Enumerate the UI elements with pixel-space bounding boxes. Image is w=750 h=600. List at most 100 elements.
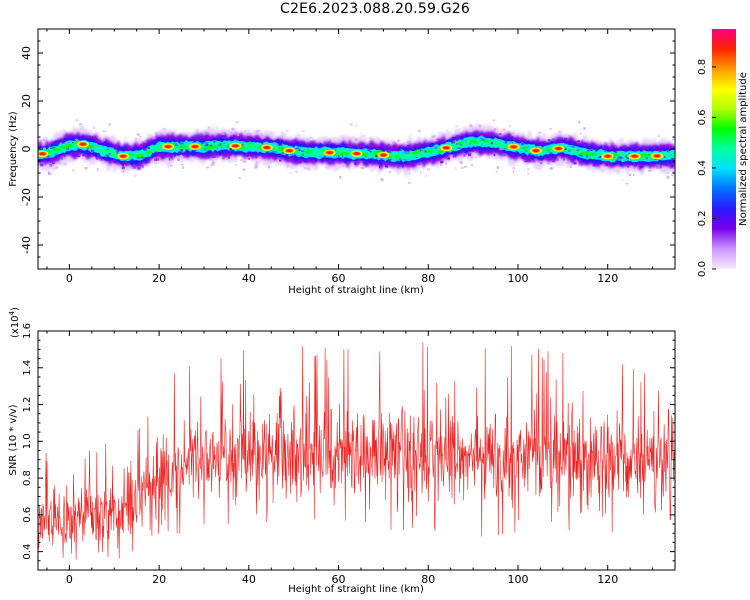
spectrum-speckle (633, 173, 635, 177)
spectrum-speckle (249, 137, 253, 140)
spectrum-speckle (666, 150, 669, 154)
spectrum-core (89, 144, 95, 148)
spectrum-core (351, 156, 356, 160)
spectrum-speckle (226, 159, 230, 161)
spectrum-speckle (604, 146, 605, 148)
spectrum-speckle (552, 159, 556, 163)
spectrum-speckle (549, 152, 553, 155)
spectrum-speckle (46, 148, 48, 151)
spectrum-speckle (77, 153, 81, 157)
spectrum-speckle (237, 133, 240, 136)
spectrum-speckle (170, 137, 174, 140)
spectrum-core (477, 142, 482, 146)
spectrum-hotspot (39, 152, 46, 156)
spectrum-speckle (360, 158, 362, 161)
spectrum-core (219, 144, 223, 148)
spectrum-speckle (279, 159, 282, 162)
spectrum-speckle (397, 140, 400, 142)
spectrum-speckle (604, 141, 606, 144)
spectrum-core (552, 151, 558, 155)
spectrum-speckle (192, 139, 196, 143)
x-tick-label: 80 (421, 272, 435, 285)
spectrum-speckle (40, 163, 44, 167)
spectrum-speckle (172, 137, 174, 140)
spectrum-speckle (495, 170, 499, 173)
spectrum-speckle (547, 139, 551, 142)
spectrum-speckle (255, 152, 258, 156)
spectrum-core (343, 152, 350, 156)
spectrum-speckle (112, 144, 115, 146)
spectrum-speckle (438, 158, 441, 160)
spectrum-core (125, 150, 131, 155)
spectrum-speckle (389, 151, 392, 154)
spectrum-speckle (246, 153, 249, 157)
spectrum-speckle (576, 149, 580, 151)
spectrum-core (438, 150, 442, 154)
spectrum-speckle (368, 141, 371, 143)
spectrum-speckle (475, 146, 477, 149)
spectrum-speckle (266, 138, 270, 140)
spectrum-speckle (180, 153, 184, 155)
spectrum-speckle (627, 147, 629, 149)
spectrum-speckle (445, 162, 448, 165)
spectrum-speckle (274, 156, 277, 159)
spectrum-speckle (627, 166, 629, 168)
spectrum-core (646, 151, 650, 155)
spectrum-speckle (331, 159, 333, 161)
spectrum-speckle (195, 154, 199, 156)
spectrum-speckle (122, 166, 125, 170)
spectrum-core (545, 148, 550, 152)
spectrum-speckle (182, 154, 186, 156)
spectrum-speckle (468, 153, 472, 157)
spectrum-speckle (306, 137, 308, 140)
spectrum-speckle (585, 154, 589, 158)
spectrum-speckle (142, 165, 144, 168)
spectrum-speckle (483, 135, 487, 137)
spectrum-speckle (303, 166, 307, 170)
spectrum-hotspot (326, 151, 333, 155)
spectrum-speckle (281, 152, 284, 154)
spectrum-speckle (144, 157, 148, 159)
spectrum-speckle (62, 141, 65, 144)
spectrum-speckle (186, 154, 189, 158)
spectrum-speckle (306, 167, 310, 170)
spectrum-core (366, 155, 371, 159)
spectrum-core (242, 144, 250, 148)
spectrum-band-3 (38, 135, 675, 163)
spectrum-speckle (146, 145, 149, 147)
spectrum-hotspot (79, 142, 87, 146)
spectrum-speckle (423, 144, 426, 146)
spectrum-speckle (584, 158, 587, 160)
spectrum-core (247, 141, 252, 145)
spectrum-speckle (223, 143, 225, 145)
spectrum-speckle (543, 141, 547, 143)
x-tick-label: 100 (507, 272, 528, 285)
spectrum-speckle (128, 149, 131, 152)
spectrum-speckle (103, 138, 105, 141)
x-tick-label: 60 (332, 272, 346, 285)
spectrum-core (663, 151, 669, 155)
spectrum-speckle (519, 140, 521, 144)
spectrum-speckle (494, 128, 497, 131)
spectrum-speckle (343, 137, 345, 139)
spectrum-speckle (230, 131, 233, 134)
spectrum-speckle (462, 130, 465, 134)
spectrum-speckle (358, 162, 361, 165)
spectrum-speckle (496, 166, 499, 169)
spectrum-speckle (308, 137, 312, 139)
spectrum-speckle (210, 151, 213, 153)
spectrum-speckle (461, 167, 464, 170)
spectrum-core (408, 153, 414, 157)
spectrum-speckle (570, 156, 575, 159)
spectrum-speckle (616, 158, 619, 161)
spectrum-speckle (362, 135, 366, 137)
spectrum-speckle (213, 141, 216, 144)
spectrum-speckle (138, 146, 140, 149)
spectrum-speckle (46, 155, 50, 158)
spectrum-speckle (641, 164, 645, 168)
spectrum-speckle (570, 140, 573, 144)
spectrum-speckle (564, 147, 567, 149)
spectrum-speckle (505, 137, 509, 140)
spectrum-speckle (125, 163, 128, 165)
y-tick-label: -40 (20, 236, 33, 254)
